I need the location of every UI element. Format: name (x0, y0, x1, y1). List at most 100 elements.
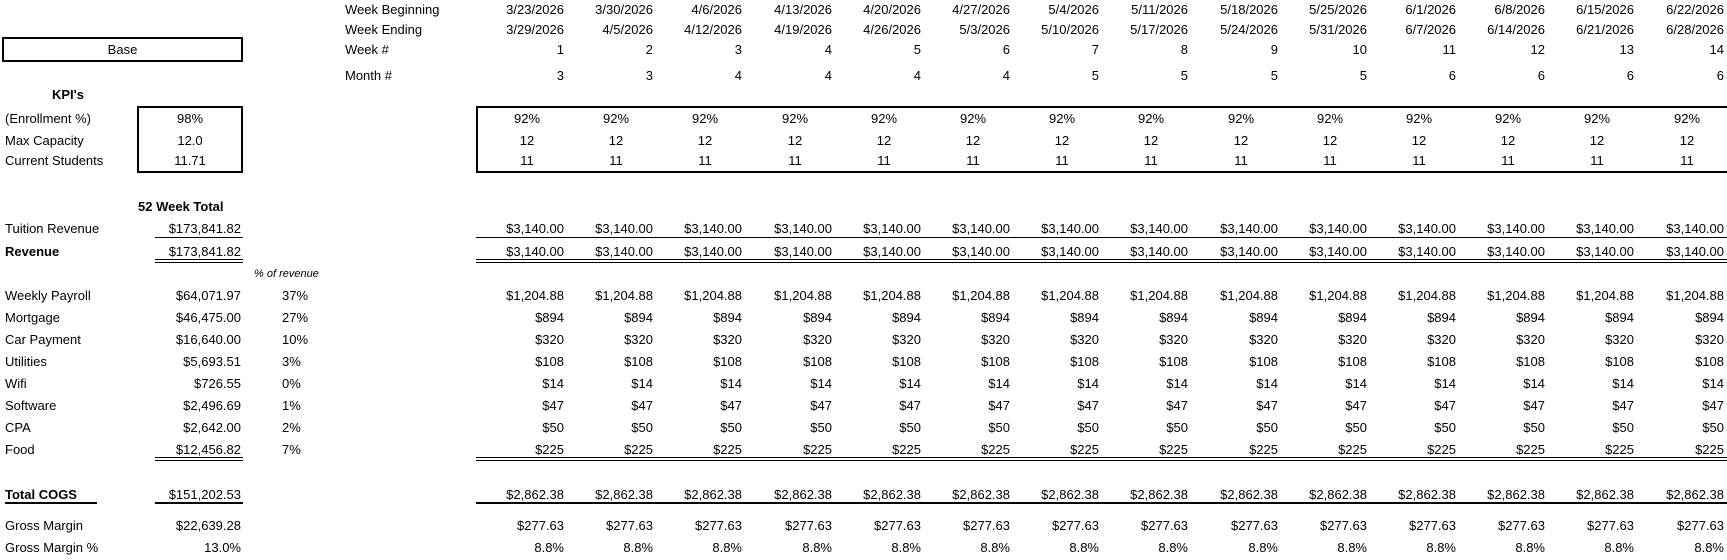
row-label-mortgage: Mortgage (5, 310, 60, 325)
week-end-date: 4/12/2026 (684, 22, 742, 37)
weekly-kpi-capacity: 12 (519, 133, 535, 148)
week-begin-date: 4/27/2026 (952, 2, 1010, 17)
weekly-kpi-students: 11 (966, 153, 980, 168)
row-label-gmpct: Gross Margin % (5, 540, 99, 555)
row-value-cpa: $50 (1345, 420, 1367, 435)
row-value-gmpct: 8.8% (1248, 540, 1278, 555)
kpi-value: 12.0 (177, 133, 203, 148)
row-value-gmpct: 8.8% (1426, 540, 1456, 555)
row-label-cpa: CPA (5, 420, 31, 435)
row-pct-food: 7% (282, 442, 301, 457)
cogs-label-underline (5, 502, 97, 504)
row-value-tuition: $3,140.00 (863, 221, 921, 236)
weekly-kpi-enrollment: 92% (1316, 111, 1344, 126)
row-value-tuition: $3,140.00 (595, 221, 653, 236)
row-value-cpa: $50 (988, 420, 1010, 435)
row-total-cogs: $151,202.53 (168, 487, 241, 502)
week-beginning-label: Week Beginning (345, 2, 440, 17)
row-value-gmpct: 8.8% (712, 540, 742, 555)
row-value-food: $225 (892, 442, 921, 457)
month-number: 6 (1716, 68, 1724, 83)
week-end-date: 3/29/2026 (506, 22, 564, 37)
row-value-food: $225 (1070, 442, 1099, 457)
row-value-car: $320 (1427, 332, 1456, 347)
row-label-utilities: Utilities (5, 354, 47, 369)
row-value-mortgage: $894 (535, 310, 564, 325)
row-value-utilities: $108 (1249, 354, 1278, 369)
row-value-wifi: $14 (1434, 376, 1456, 391)
row-total-cpa: $2,642.00 (183, 420, 241, 435)
row-pct-cpa: 2% (282, 420, 301, 435)
weekly-kpi-enrollment: 92% (691, 111, 719, 126)
week-number: 11 (1442, 42, 1457, 57)
row-label-wifi: Wifi (5, 376, 27, 391)
row-value-revenue: $3,140.00 (1487, 244, 1545, 259)
row-value-food: $225 (803, 442, 832, 457)
week-end-date: 4/5/2026 (602, 22, 653, 37)
month-number: 4 (824, 68, 832, 83)
weekly-kpi-students: 11 (698, 153, 712, 168)
week-number: 10 (1352, 42, 1367, 57)
row-value-car: $320 (1159, 332, 1188, 347)
row-value-mortgage: $894 (803, 310, 832, 325)
row-value-software: $47 (1345, 398, 1367, 413)
row-value-gm: $277.63 (874, 518, 921, 533)
row-value-tuition: $3,140.00 (1309, 221, 1367, 236)
week-end-date: 6/28/2026 (1666, 22, 1724, 37)
row-value-payroll: $1,204.88 (774, 288, 832, 303)
row-value-wifi: $14 (1702, 376, 1724, 391)
weekly-kpi-capacity: 12 (1411, 133, 1427, 148)
row-value-gm: $277.63 (517, 518, 564, 533)
row-value-software: $47 (1166, 398, 1188, 413)
row-pct-wifi: 0% (282, 376, 301, 391)
kpi-value-box (137, 106, 243, 173)
scenario-cell[interactable]: Base (2, 37, 243, 62)
row-value-car: $320 (1249, 332, 1278, 347)
row-value-revenue: $3,140.00 (952, 244, 1010, 259)
row-value-wifi: $14 (988, 376, 1010, 391)
row-value-wifi: $14 (1077, 376, 1099, 391)
week-end-date: 4/26/2026 (863, 22, 921, 37)
week-begin-date: 4/13/2026 (774, 2, 832, 17)
weekly-kpi-enrollment: 92% (1227, 111, 1255, 126)
row-value-food: $225 (1516, 442, 1545, 457)
row-value-cpa: $50 (720, 420, 742, 435)
row-value-utilities: $108 (1695, 354, 1724, 369)
row-value-gmpct: 8.8% (1069, 540, 1099, 555)
row-value-software: $47 (1612, 398, 1634, 413)
weekly-kpi-box (476, 106, 1727, 173)
row-value-tuition: $3,140.00 (684, 221, 742, 236)
kpi-value: 98% (176, 111, 204, 126)
month-number: 6 (1537, 68, 1545, 83)
week-begin-date: 5/25/2026 (1309, 2, 1367, 17)
row-value-revenue: $3,140.00 (684, 244, 742, 259)
row-value-cpa: $50 (1166, 420, 1188, 435)
row-value-cogs: $2,862.38 (774, 487, 832, 502)
week-number: 12 (1530, 42, 1545, 57)
row-value-food: $225 (981, 442, 1010, 457)
week-end-date: 5/31/2026 (1309, 22, 1367, 37)
row-value-payroll: $1,204.88 (863, 288, 921, 303)
row-value-gmpct: 8.8% (980, 540, 1010, 555)
row-value-tuition: $3,140.00 (1041, 221, 1099, 236)
row-value-wifi: $14 (631, 376, 653, 391)
month-number: 6 (1626, 68, 1634, 83)
week-end-date: 6/14/2026 (1487, 22, 1545, 37)
row-value-cogs: $2,862.38 (1398, 487, 1456, 502)
row-value-payroll: $1,204.88 (1398, 288, 1456, 303)
total-header: 52 Week Total (138, 199, 224, 214)
row-value-software: $47 (899, 398, 921, 413)
row-value-food: $225 (535, 442, 564, 457)
row-pct-utilities: 3% (282, 354, 301, 369)
row-value-gmpct: 8.8% (1694, 540, 1724, 555)
row-value-cpa: $50 (1077, 420, 1099, 435)
weekly-double-underline (476, 259, 1727, 263)
week-number: 3 (734, 42, 742, 57)
weekly-kpi-enrollment: 92% (1673, 111, 1701, 126)
row-value-tuition: $3,140.00 (1666, 221, 1724, 236)
row-value-mortgage: $894 (1427, 310, 1456, 325)
row-value-payroll: $1,204.88 (506, 288, 564, 303)
weekly-kpi-enrollment: 92% (1048, 111, 1076, 126)
row-value-mortgage: $894 (892, 310, 921, 325)
row-value-mortgage: $894 (1516, 310, 1545, 325)
